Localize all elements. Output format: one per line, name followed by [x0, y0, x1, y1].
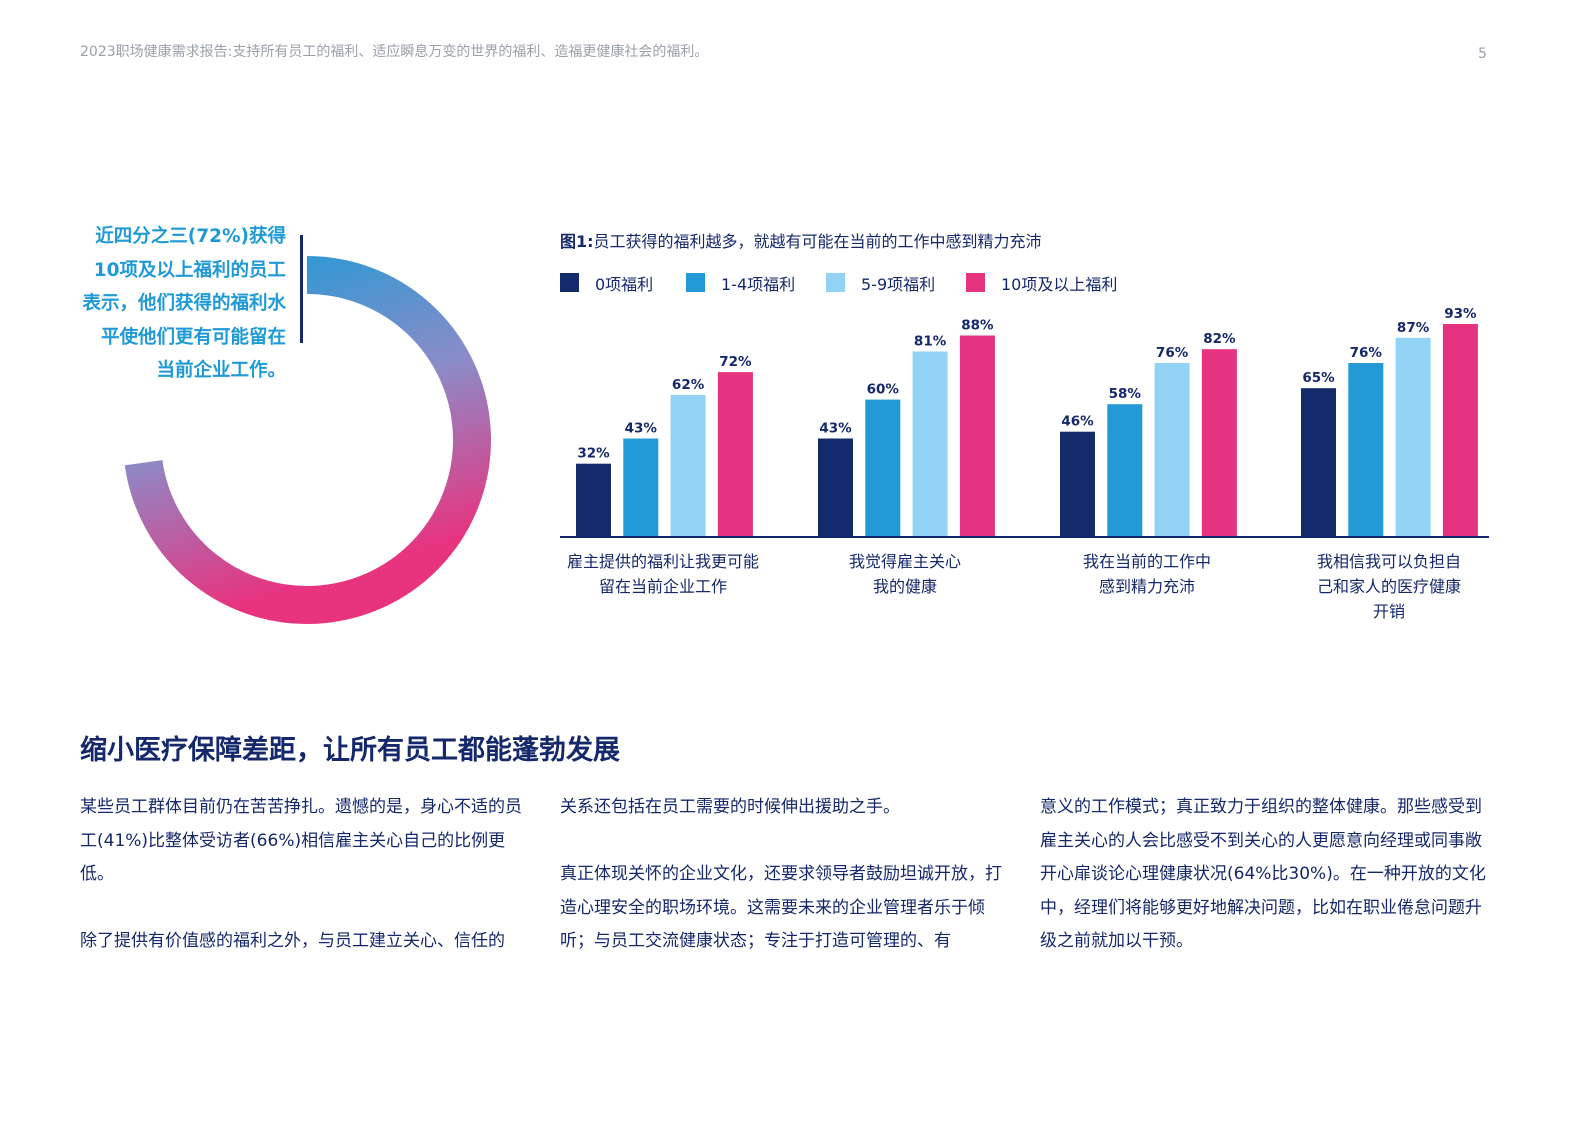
- callout-line: 近四分之三(72%)获得: [95, 226, 286, 247]
- data-label: 60%: [867, 382, 900, 398]
- callout-line: 平使他们更有可能留在: [100, 326, 286, 348]
- callout-line: 10项及以上福利的员工: [93, 259, 286, 281]
- legend-swatch: [966, 273, 985, 292]
- legend-label: 0项福利: [595, 275, 654, 294]
- bar: [1301, 388, 1336, 537]
- callout-line: 当前企业工作。: [156, 360, 286, 381]
- bar: [959, 335, 995, 537]
- data-label: 88%: [961, 318, 994, 334]
- category-label: 我觉得雇主关心 我的健康: [795, 549, 1015, 599]
- paragraph: 意义的工作模式；真正致力于组织的整体健康。那些感受到雇主关心的人会比感受不到关心…: [1040, 797, 1486, 951]
- bar-chart: 32% 43% 46% 65% 43% 60% 58% 76% 62% 81% 76% 87% 72% 8…: [560, 306, 1489, 538]
- donut-ring: [124, 256, 491, 624]
- ring-arc: [124, 256, 491, 624]
- data-label: 81%: [914, 334, 947, 350]
- bar: [1395, 337, 1431, 537]
- bar: [1107, 404, 1143, 537]
- bar: [670, 395, 706, 537]
- data-label: 46%: [1061, 414, 1094, 430]
- bar: [717, 372, 753, 537]
- category-label-line: 留在当前企业工作: [598, 577, 727, 596]
- legend-label: 1-4项福利: [721, 275, 796, 294]
- category-label: 我相信我可以负担自 己和家人的医疗健康 开销: [1279, 549, 1499, 624]
- callout-divider: [300, 235, 303, 343]
- legend-label: 10项及以上福利: [1001, 275, 1118, 294]
- data-label: 76%: [1156, 345, 1189, 361]
- category-label-line: 开销: [1372, 602, 1405, 621]
- category-label-line: 我在当前的工作中: [1082, 552, 1211, 571]
- category-label-line: 我的健康: [872, 577, 937, 596]
- data-label: 32%: [577, 446, 610, 462]
- bar: [1442, 324, 1478, 537]
- paragraph: 除了提供有价值感的福利之外，与员工建立关心、信任的: [80, 931, 505, 951]
- section-title: 缩小医疗保障差距，让所有员工都能蓬勃发展: [80, 735, 620, 766]
- data-label: 72%: [719, 354, 752, 370]
- bar: [576, 463, 611, 537]
- bar: [1154, 363, 1190, 537]
- category-label-line: 我觉得雇主关心: [848, 552, 961, 571]
- data-label: 82%: [1203, 331, 1236, 347]
- data-label: 65%: [1302, 370, 1335, 386]
- bar: [818, 438, 853, 537]
- text-column-2: 关系还包括在员工需要的时候伸出援助之手。 真正体现关怀的企业文化，还要求领导者鼓…: [560, 791, 1010, 992]
- data-label: 62%: [672, 377, 705, 393]
- callout-text: 近四分之三(72%)获得 10项及以上福利的员工 表示，他们获得的福利水 平使他…: [60, 220, 286, 388]
- data-label: 93%: [1444, 306, 1477, 322]
- report-header: 2023职场健康需求报告:支持所有员工的福利、适应瞬息万变的世界的福利、造福更健…: [80, 44, 709, 60]
- legend-swatch: [560, 273, 579, 292]
- data-label: 87%: [1397, 320, 1430, 336]
- bar: [1060, 431, 1095, 537]
- category-label-line: 己和家人的医疗健康: [1316, 577, 1461, 596]
- legend-swatch: [826, 273, 845, 292]
- figure-number: 图1:: [560, 232, 594, 251]
- bar: [912, 351, 948, 537]
- data-label: 76%: [1350, 345, 1383, 361]
- figure-caption: 员工获得的福利越多，就越有可能在当前的工作中感到精力充沛: [593, 232, 1042, 251]
- text-column-3: 意义的工作模式；真正致力于组织的整体健康。那些感受到雇主关心的人会比感受不到关心…: [1040, 791, 1490, 992]
- paragraph: 真正体现关怀的企业文化，还要求领导者鼓励坦诚开放，打造心理安全的职场环境。这需要…: [560, 864, 1002, 951]
- category-label: 雇主提供的福利让我更可能 留在当前企业工作: [553, 549, 773, 599]
- bar: [623, 438, 659, 537]
- data-label: 43%: [625, 421, 658, 437]
- figure-title: 图1:员工获得的福利越多，就越有可能在当前的工作中感到精力充沛: [560, 228, 1042, 252]
- callout-line: 表示，他们获得的福利水: [82, 293, 286, 314]
- bar: [865, 399, 901, 537]
- category-label: 我在当前的工作中 感到精力充沛: [1037, 549, 1257, 599]
- legend-swatch: [686, 273, 705, 292]
- bar: [1348, 363, 1384, 537]
- data-label: 58%: [1109, 386, 1142, 402]
- bar: [1201, 349, 1237, 537]
- legend-label: 5-9项福利: [861, 275, 936, 294]
- category-label-line: 雇主提供的福利让我更可能: [566, 552, 759, 571]
- data-label: 43%: [819, 421, 852, 437]
- paragraph: 某些员工群体目前仍在苦苦挣扎。遗憾的是，身心不适的员工(41%)比整体受访者(6…: [80, 797, 522, 884]
- paragraph: 关系还包括在员工需要的时候伸出援助之手。: [560, 797, 900, 817]
- page-number: 5: [1478, 46, 1487, 62]
- category-label-line: 感到精力充沛: [1098, 577, 1195, 596]
- category-label-line: 我相信我可以负担自: [1316, 552, 1461, 571]
- text-column-1: 某些员工群体目前仍在苦苦挣扎。遗憾的是，身心不适的员工(41%)比整体受访者(6…: [80, 791, 530, 992]
